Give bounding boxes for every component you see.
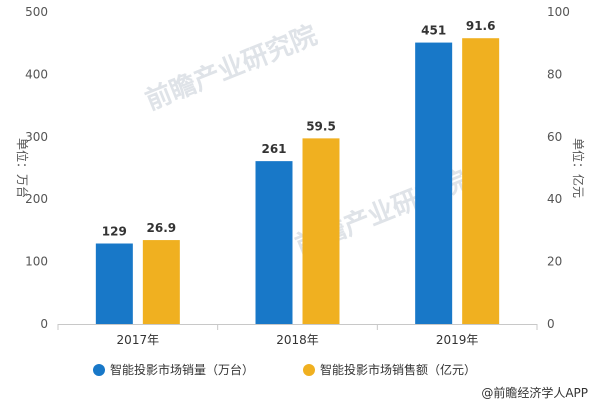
right-tick-label: 60 — [547, 130, 562, 144]
legend-swatch-sales-revenue — [303, 364, 315, 376]
category-label: 2017年 — [117, 333, 160, 347]
left-axis-title: 单位：万台 — [15, 138, 30, 198]
data-label: 59.5 — [306, 119, 336, 133]
left-tick-label: 0 — [40, 317, 48, 331]
right-axis-ticks: 0 20 40 60 80 100 — [547, 5, 570, 331]
right-tick-label: 40 — [547, 192, 562, 206]
right-tick-label: 20 — [547, 255, 562, 269]
data-label: 129 — [102, 225, 127, 239]
watermark-text: 前瞻产业研究院 — [141, 20, 321, 117]
bar-sales-volume — [95, 243, 133, 324]
right-tick-label: 100 — [547, 5, 570, 19]
source-credit: @前瞻经济学人APP — [481, 385, 588, 400]
left-tick-label: 200 — [25, 192, 48, 206]
bar-sales-revenue — [462, 38, 500, 324]
right-axis-title: 单位：亿元 — [571, 138, 586, 198]
bar-sales-revenue — [142, 240, 180, 324]
data-label: 451 — [421, 24, 446, 38]
right-tick-label: 0 — [547, 317, 555, 331]
left-tick-label: 400 — [25, 67, 48, 81]
left-tick-label: 300 — [25, 130, 48, 144]
category-label: 2019年 — [436, 333, 479, 347]
legend: 智能投影市场销量（万台） 智能投影市场销售额（亿元） — [93, 362, 476, 377]
data-label: 261 — [261, 142, 286, 156]
data-label: 26.9 — [147, 221, 177, 235]
bar-sales-revenue — [302, 138, 340, 324]
bar-sales-volume — [415, 42, 453, 325]
legend-label-sales-revenue: 智能投影市场销售额（亿元） — [320, 362, 476, 377]
category-label: 2018年 — [276, 333, 319, 347]
bar-sales-volume — [255, 161, 293, 324]
bars: 129 26.9 261 59.5 451 91.6 — [95, 19, 500, 325]
left-axis-ticks: 0 100 200 300 400 500 — [25, 5, 48, 331]
left-tick-label: 100 — [25, 255, 48, 269]
legend-label-sales-volume: 智能投影市场销量（万台） — [110, 362, 254, 377]
legend-swatch-sales-volume — [93, 364, 105, 376]
x-axis-ticks: 2017年 2018年 2019年 — [57, 324, 538, 347]
data-label: 91.6 — [466, 19, 496, 33]
left-tick-label: 500 — [25, 5, 48, 19]
right-tick-label: 80 — [547, 67, 562, 81]
